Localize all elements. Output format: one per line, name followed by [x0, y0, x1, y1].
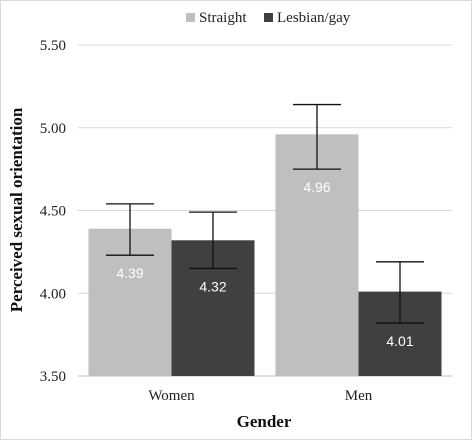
bar-value-labels: 4.39 4.32 4.96 4.01	[116, 179, 413, 349]
y-tick-label: 5.00	[40, 121, 66, 137]
legend-swatch	[186, 13, 195, 22]
y-tick-label: 4.00	[40, 286, 66, 302]
bar-value-label: 4.96	[303, 179, 330, 195]
legend-label: Straight	[199, 10, 247, 26]
legend-label: Lesbian/gay	[277, 10, 351, 26]
x-category-label: Women	[148, 388, 195, 404]
error-bars	[106, 103, 424, 324]
x-category-label: Men	[345, 388, 373, 404]
bar-value-label: 4.39	[116, 265, 143, 281]
y-tick-label: 4.50	[40, 204, 66, 220]
y-tick-label: 5.50	[40, 38, 66, 54]
y-axis-title: Perceived sexual orientation	[7, 107, 26, 312]
bar-straight-men	[275, 134, 359, 376]
bar-value-label: 4.01	[386, 333, 413, 349]
legend-swatch	[264, 13, 273, 22]
x-category-labels: Women Men	[148, 388, 372, 404]
x-axis-title: Gender	[237, 412, 292, 431]
y-tick-labels: 3.50 4.00 4.50 5.00 5.50	[40, 38, 66, 385]
y-tick-label: 3.50	[40, 369, 66, 385]
bar-value-label: 4.32	[199, 278, 226, 294]
legend: Straight Lesbian/gay	[186, 10, 351, 26]
